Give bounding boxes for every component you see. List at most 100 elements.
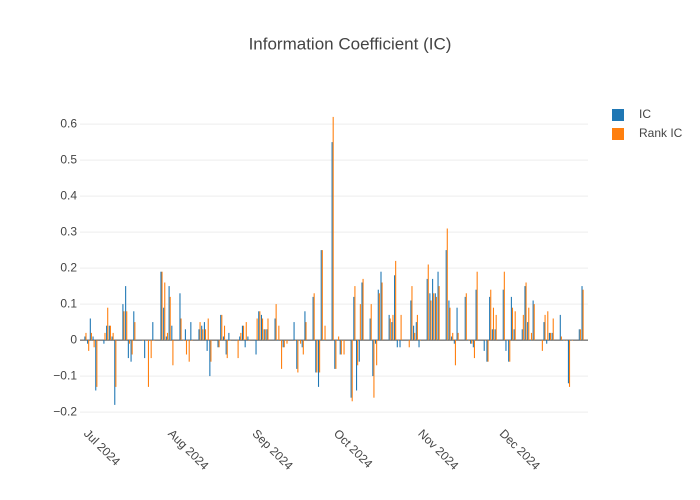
bar	[552, 318, 554, 341]
bar	[388, 314, 390, 341]
bar	[258, 311, 260, 341]
bar	[544, 314, 546, 341]
bar	[298, 340, 301, 341]
bar	[296, 340, 298, 369]
bar	[435, 296, 437, 341]
bar	[109, 325, 111, 341]
bar	[260, 314, 263, 341]
bar	[495, 314, 497, 341]
bar	[473, 340, 475, 359]
bar	[111, 336, 113, 341]
bar	[142, 340, 144, 341]
bar	[377, 289, 379, 341]
bar	[283, 340, 285, 348]
bar	[567, 340, 569, 384]
bar	[525, 282, 527, 341]
bar	[87, 340, 89, 344]
bar	[438, 286, 440, 341]
bar	[128, 340, 130, 344]
bar	[451, 336, 453, 341]
bar	[163, 307, 165, 341]
bar	[426, 278, 428, 341]
bar	[88, 340, 90, 351]
x-tick-label: Sep 2024	[249, 426, 295, 472]
bar	[456, 307, 458, 341]
bar	[579, 329, 581, 341]
bar	[103, 340, 105, 344]
bar	[172, 340, 174, 366]
bar	[106, 325, 108, 341]
bar	[506, 340, 508, 341]
bar	[204, 329, 207, 341]
bar	[145, 340, 147, 341]
bar	[565, 340, 567, 341]
bar	[115, 340, 117, 387]
bar	[546, 340, 548, 344]
bar	[294, 340, 296, 341]
bar	[470, 340, 472, 344]
bar	[168, 286, 170, 341]
bar	[225, 340, 227, 355]
bar	[483, 340, 485, 351]
bar	[457, 332, 459, 341]
bar	[210, 340, 212, 362]
bar	[362, 278, 364, 341]
bar	[202, 329, 204, 341]
bar	[279, 340, 282, 341]
bar	[396, 340, 398, 348]
bar	[357, 340, 359, 366]
y-tick-label: 0.4	[60, 188, 77, 202]
bar	[547, 311, 549, 341]
y-tick-label: −0.1	[53, 368, 77, 382]
bar	[528, 307, 530, 341]
bar	[487, 340, 489, 362]
bar	[568, 340, 571, 387]
bar	[226, 340, 228, 359]
legend-label: Rank IC	[639, 126, 683, 140]
bar	[427, 264, 429, 341]
bar	[472, 340, 474, 348]
bar	[570, 340, 572, 341]
bar	[188, 340, 190, 362]
y-tick-label: 0.6	[60, 116, 77, 130]
bar	[548, 332, 550, 341]
bar	[285, 340, 287, 341]
bar	[141, 340, 143, 341]
bar	[491, 329, 493, 341]
bar	[323, 340, 325, 341]
bar	[476, 271, 478, 341]
bar	[445, 250, 447, 341]
bar	[166, 332, 169, 341]
bar	[262, 318, 264, 341]
bar	[551, 332, 553, 341]
bar	[317, 340, 320, 387]
bar	[152, 322, 154, 341]
bar	[220, 314, 222, 341]
bar	[521, 329, 523, 341]
bar	[183, 340, 185, 341]
bar	[324, 325, 326, 341]
bar	[415, 322, 417, 341]
bar	[432, 278, 434, 341]
bar	[524, 286, 526, 341]
bar	[332, 116, 334, 341]
bar	[131, 340, 133, 355]
bar	[372, 340, 374, 377]
bar	[122, 304, 124, 341]
bar	[433, 293, 435, 341]
bar	[509, 340, 511, 362]
bar	[413, 325, 415, 341]
bar	[237, 340, 239, 359]
bar	[293, 322, 295, 341]
x-tick-label: Jul 2024	[81, 426, 123, 468]
bar	[510, 296, 512, 341]
bar	[361, 282, 363, 341]
bar	[84, 336, 86, 341]
x-tick-label: Nov 2024	[415, 426, 461, 472]
bar	[416, 314, 418, 341]
bar	[275, 304, 277, 341]
bar	[256, 318, 258, 341]
bar	[150, 340, 152, 359]
bar	[429, 293, 431, 341]
